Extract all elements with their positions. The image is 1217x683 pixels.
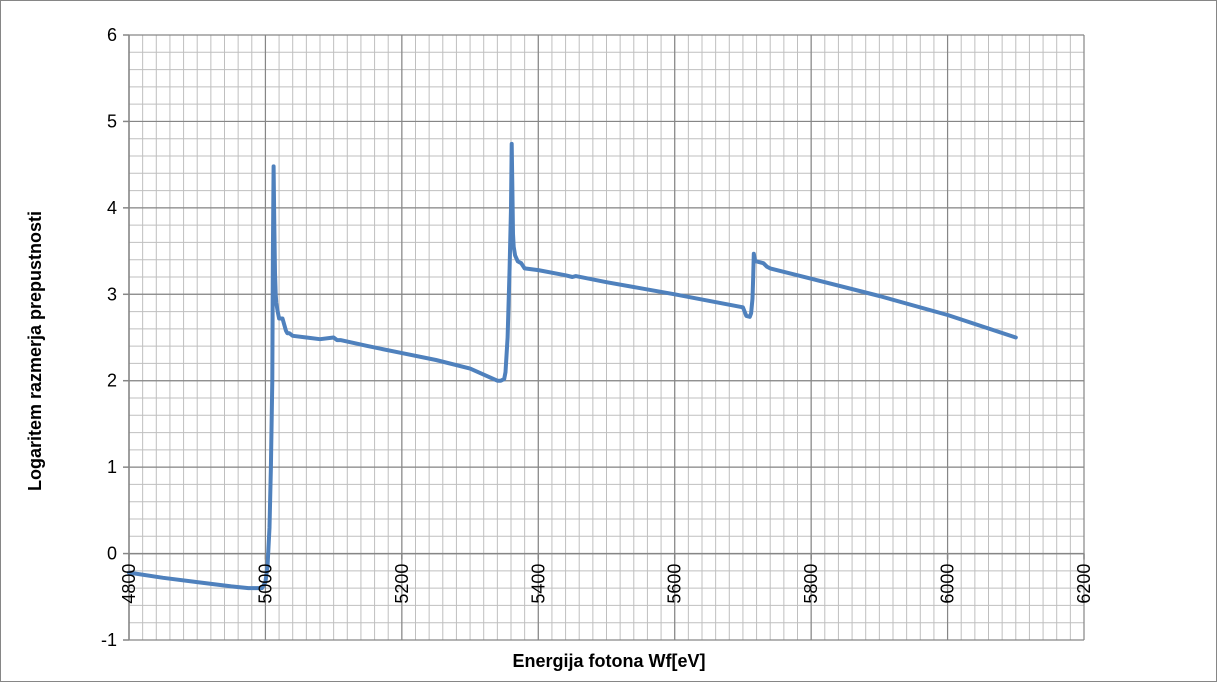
tick-labels: -1 0 1 2 3 4 5 6 4800 5000 5200 5400 5600 5800 6000 620… — [101, 25, 1094, 650]
x-tick-label: 6200 — [1074, 564, 1094, 604]
x-tick-label: 5600 — [665, 564, 685, 604]
series-layer — [127, 141, 1018, 591]
x-tick-label: 6000 — [938, 564, 958, 604]
y-tick-label: 5 — [107, 111, 117, 131]
y-axis-title: Logaritem razmerja prepustnosti — [25, 211, 45, 491]
x-axis-title: Energija fotona Wf[eV] — [513, 651, 706, 671]
x-tick-label: 4800 — [119, 564, 139, 604]
x-tick-label: 5000 — [255, 564, 275, 604]
x-tick-label: 5800 — [801, 564, 821, 604]
series-line — [127, 141, 1018, 591]
y-tick-label: 2 — [107, 371, 117, 391]
x-tick-label: 5400 — [528, 564, 548, 604]
y-tick-label: 6 — [107, 25, 117, 45]
y-tick-label: -1 — [101, 630, 117, 650]
y-tick-label: 1 — [107, 457, 117, 477]
axes — [123, 34, 1085, 641]
y-tick-label: 4 — [107, 198, 117, 218]
x-tick-label: 5200 — [392, 564, 412, 604]
y-tick-label: 0 — [107, 544, 117, 564]
y-tick-label: 3 — [107, 284, 117, 304]
